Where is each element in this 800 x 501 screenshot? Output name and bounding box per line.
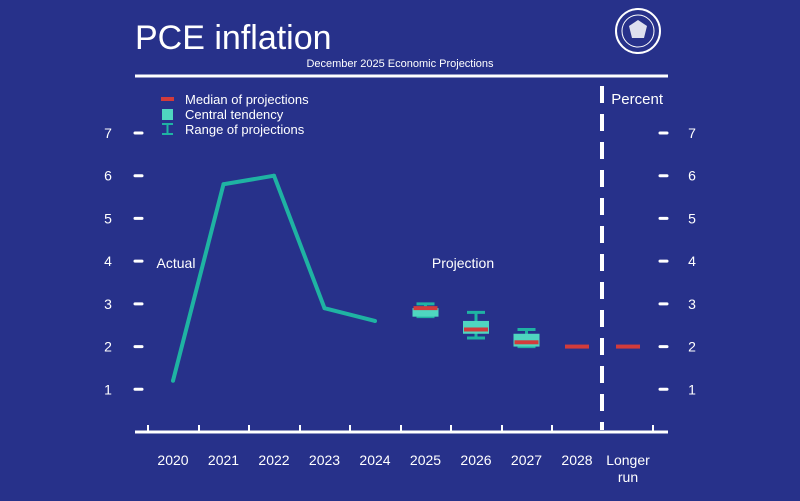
actual-point <box>272 173 276 178</box>
y-tick-label-left: 1 <box>104 381 112 397</box>
y-tick-label-right: 5 <box>688 210 696 226</box>
median-marker <box>514 340 539 345</box>
median-marker <box>413 306 438 311</box>
y-tick-label-left: 5 <box>104 210 112 226</box>
median-marker <box>464 327 488 332</box>
x-tick-label: 2027 <box>511 452 542 468</box>
axis-ticks: 1 1 2 2 3 3 4 4 5 5 6 6 7 7 <box>104 125 696 432</box>
actual-series-line <box>171 173 376 382</box>
actual-point <box>221 182 226 187</box>
legend-central-swatch <box>162 109 173 120</box>
median-marker <box>616 344 640 349</box>
central-tendency-box <box>463 320 489 334</box>
annotation-projection: Projection <box>432 255 494 271</box>
actual-point <box>171 378 175 383</box>
x-tick-label: 2025 <box>410 452 441 468</box>
y-tick-label-right: 4 <box>688 253 696 269</box>
legend-median-label: Median of projections <box>185 92 309 107</box>
data-series <box>171 173 640 383</box>
central-tendency-box <box>412 308 439 317</box>
legend-range-swatch <box>162 123 173 135</box>
x-tick-label: 2028 <box>561 452 592 468</box>
federal-reserve-seal-icon <box>615 8 661 54</box>
y-tick-label-right: 7 <box>688 125 696 141</box>
y-tick-label-right: 6 <box>688 168 696 184</box>
actual-point <box>322 306 327 311</box>
legend-median-swatch <box>161 97 174 101</box>
central-tendency-box <box>513 333 540 347</box>
median-marker <box>565 344 589 349</box>
legend: Median of projections Central tendency R… <box>161 92 309 137</box>
x-tick-label: 2023 <box>309 452 340 468</box>
x-tick-label: run <box>618 469 638 485</box>
legend-range-label: Range of projections <box>185 122 305 137</box>
y-axis-label: Percent <box>611 91 664 108</box>
y-tick-label-left: 6 <box>104 168 112 184</box>
annotation-actual: Actual <box>157 255 196 271</box>
chart-title: PCE inflation <box>135 19 332 57</box>
actual-point <box>373 318 377 323</box>
x-tick-label: 2024 <box>359 452 390 468</box>
y-tick-label-left: 7 <box>104 125 112 141</box>
x-axis-labels: 2020 2021 2022 2023 2024 2025 2026 2027 2028 Long… <box>157 452 650 485</box>
legend-central-label: Central tendency <box>185 107 284 122</box>
x-tick-label: 2026 <box>460 452 491 468</box>
y-tick-label-right: 1 <box>688 381 696 397</box>
x-tick-label: 2021 <box>208 452 239 468</box>
chart-subtitle: December 2025 Economic Projections <box>306 58 494 70</box>
y-tick-label-left: 2 <box>104 339 112 355</box>
y-tick-label-left: 3 <box>104 296 112 312</box>
x-tick-label: 2022 <box>258 452 289 468</box>
y-tick-label-right: 2 <box>688 339 696 355</box>
y-tick-label-left: 4 <box>104 253 112 269</box>
x-tick-label: Longer <box>606 452 650 468</box>
y-tick-label-right: 3 <box>688 296 696 312</box>
x-tick-label: 2020 <box>157 452 188 468</box>
